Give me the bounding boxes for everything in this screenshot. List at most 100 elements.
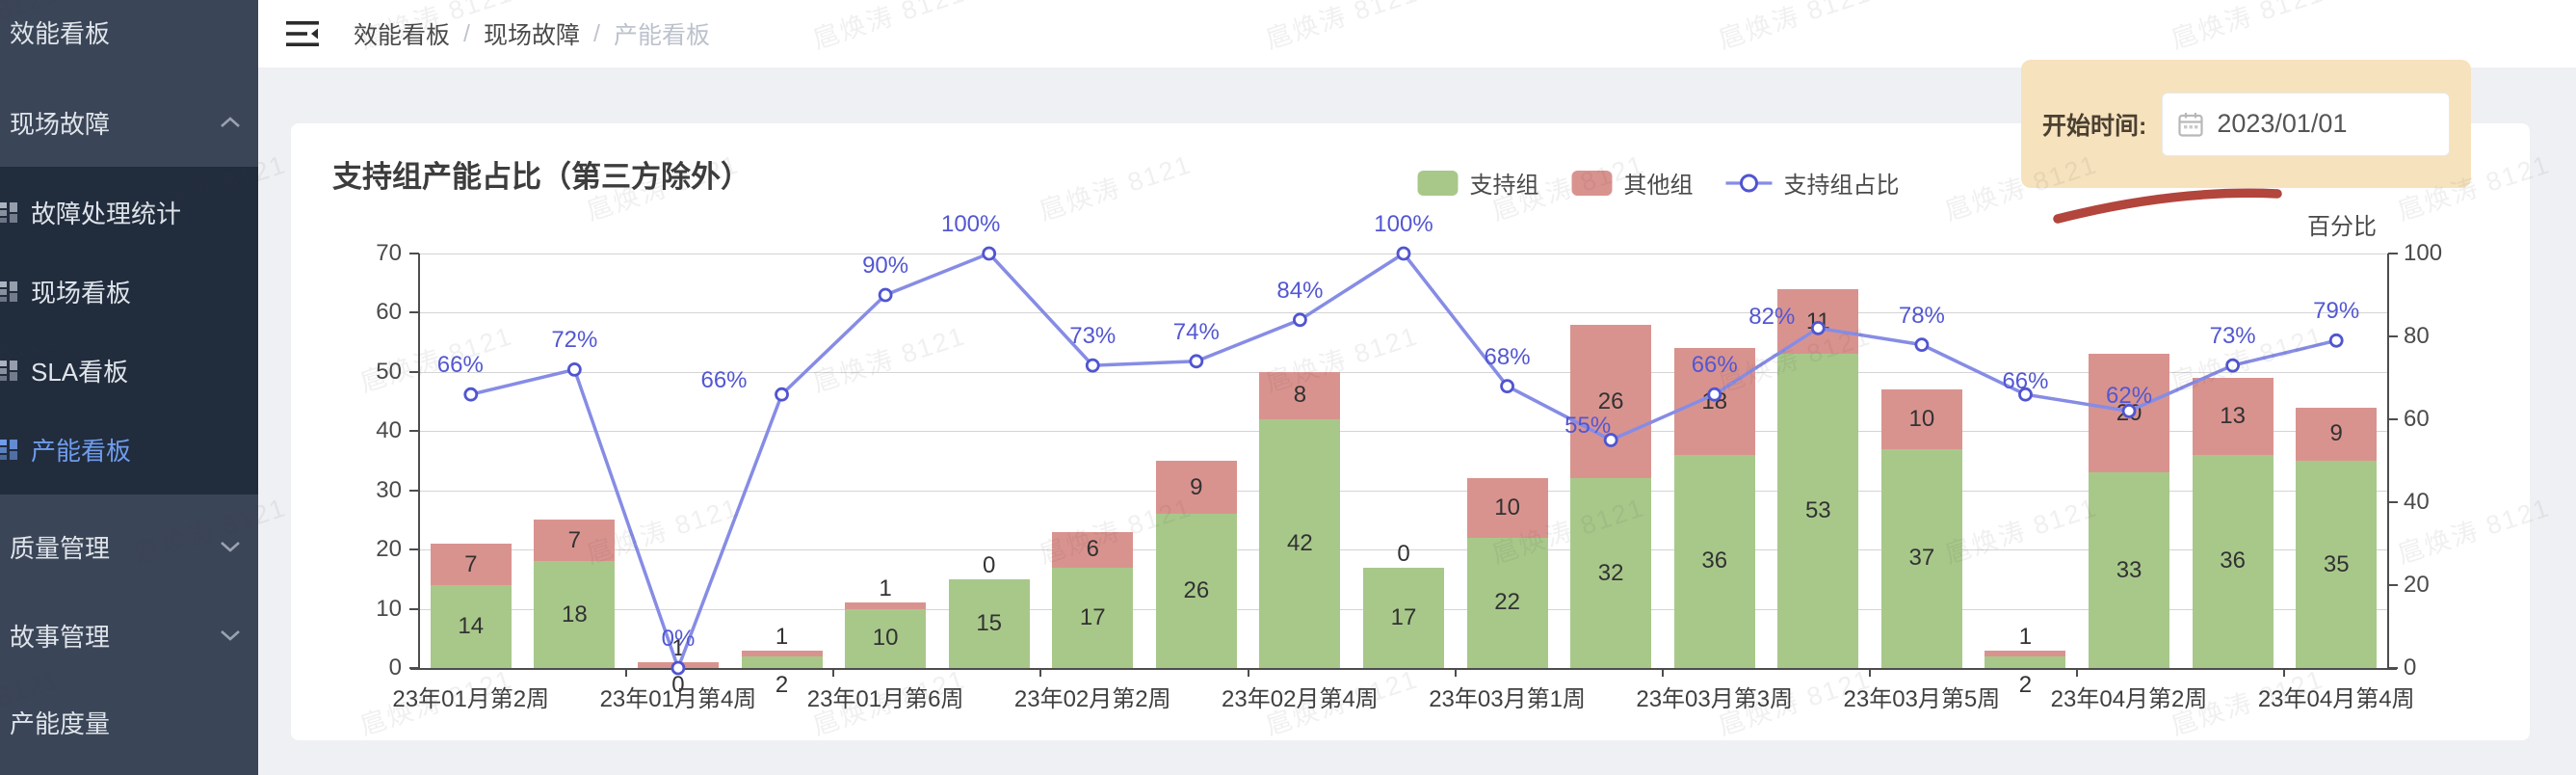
y-right-tick [2388, 667, 2398, 669]
sidebar-item-channeng-duliang[interactable]: 产能度量 [0, 690, 258, 754]
line-marker [878, 287, 893, 303]
start-date-picker[interactable] [2162, 92, 2450, 156]
bar-value-other: 1 [879, 575, 892, 602]
legend-label: 其他组 [1623, 173, 1694, 199]
line-percent-label: 62% [2106, 383, 2153, 410]
line-percent-label: 100% [1374, 211, 1433, 237]
bar-value-support: 32 [1597, 559, 1624, 586]
bar-value-support: 37 [1908, 545, 1935, 572]
sidebar-item-label: 产能度量 [10, 708, 111, 738]
chart-title: 支持组产能占比（第三方除外） [332, 160, 750, 194]
line-percent-label: 79% [2313, 298, 2360, 325]
breadcrumb-item-1[interactable]: 现场故障 [483, 22, 580, 49]
bar-segment-other [741, 650, 823, 656]
bar-value-support: 36 [2220, 548, 2246, 575]
sidebar: 效能看板 现场故障 故障处理统计 现场看板 SLA看板 产能看板 质量管理 故事管理 … [0, 0, 258, 775]
bar-segment-support [741, 655, 823, 668]
bar-value-other: 9 [1190, 473, 1203, 500]
sidebar-subitem-0[interactable]: 故障处理统计 [0, 173, 258, 252]
sidebar-group-zhiliang-guanli[interactable]: 质量管理 [0, 515, 258, 578]
y-left-tick-label: 70 [376, 240, 402, 266]
x-axis-tick [1869, 668, 1872, 677]
bar-value-other: 1 [2018, 623, 2033, 650]
y-right-tick-label: 20 [2404, 572, 2430, 598]
sidebar-subitem-label: 故障处理统计 [31, 199, 182, 228]
y-right-tick [2388, 253, 2398, 254]
sidebar-subitem-1[interactable]: 现场看板 [0, 252, 258, 331]
bar-value-support: 14 [458, 613, 485, 639]
bar-segment-support [1985, 655, 2066, 668]
y-right-tick [2388, 501, 2398, 503]
x-axis-tick [625, 668, 628, 677]
breadcrumb-item-2: 产能看板 [613, 22, 710, 49]
bar-value-support: 17 [1390, 603, 1417, 630]
chevron-down-icon [221, 630, 240, 641]
y-left-tick [409, 253, 419, 254]
sidebar-subitem-label: 产能看板 [31, 436, 132, 466]
sidebar-subitem-label: SLA看板 [31, 357, 129, 387]
sidebar-item-xiaoneng-kanban[interactable]: 效能看板 [0, 0, 258, 64]
sidebar-group-xianchang-guzhang[interactable]: 现场故障 [0, 91, 258, 154]
sidebar-group-label: 故事管理 [10, 622, 111, 652]
sidebar-submenu: 故障处理统计现场看板 SLA看板产能看板 [0, 167, 258, 494]
x-axis-tick [1247, 668, 1249, 677]
y-right-tick-label: 80 [2404, 323, 2430, 349]
start-date-input[interactable] [2217, 109, 2433, 139]
kanban-chart-icon [0, 202, 17, 223]
y-right-tick [2388, 335, 2398, 337]
bar-value-support: 10 [872, 625, 899, 652]
line-percent-label: 66% [700, 367, 748, 394]
bar-value-support: 17 [1079, 603, 1106, 630]
line-marker [463, 387, 479, 402]
x-axis-label: 23年01月第6周 [806, 686, 964, 712]
legend-item-0[interactable]: 支持组 [1417, 166, 1539, 200]
sidebar-group-gushi-guanli[interactable]: 故事管理 [0, 603, 258, 667]
bar-segment-other [845, 602, 927, 609]
y-left-tick-label: 30 [376, 476, 402, 503]
line-percent-label: 78% [1898, 302, 1945, 329]
sidebar-subitem-2[interactable]: SLA看板 [0, 331, 258, 410]
line-percent-label: 66% [1691, 352, 1738, 379]
bar-value-support: 35 [2323, 550, 2350, 577]
bar-value-other: 10 [1908, 406, 1935, 432]
legend-label: 支持组 [1469, 173, 1539, 199]
legend-item-2[interactable]: 支持组占比 [1725, 166, 1900, 200]
y-right-tick-label: 60 [2404, 406, 2430, 432]
bar-value-support: 42 [1287, 530, 1313, 556]
y-left-tick [409, 667, 419, 669]
x-axis-label: 23年02月第4周 [1222, 686, 1379, 712]
line-marker [775, 387, 789, 402]
bar-segment-other [1985, 650, 2066, 656]
y-right-tick-label: 40 [2404, 489, 2430, 515]
y-left-tick [409, 548, 419, 551]
y-left-tick-label: 60 [376, 299, 402, 326]
x-axis-label: 23年04月第2周 [2050, 686, 2208, 712]
y-left-tick-label: 0 [388, 655, 402, 681]
breadcrumb-separator: / [463, 19, 470, 47]
sidebar-group-label: 质量管理 [10, 533, 111, 563]
line-marker [2328, 333, 2344, 348]
breadcrumb-separator: / [592, 19, 600, 47]
line-percent-label: 84% [1276, 277, 1324, 304]
bar-value-support: 22 [1494, 589, 1520, 616]
chevron-down-icon [221, 542, 240, 552]
y-right-tick-label: 100 [2404, 240, 2443, 266]
chart-card: 支持组产能占比（第三方除外） 支持组 其他组 支持组占比 0 10 20 30 40 50 60… [291, 123, 2530, 740]
legend-line-marker [1725, 174, 1773, 192]
date-filter-panel: 开始时间: [2021, 60, 2471, 188]
bar-value-support: 15 [976, 609, 1003, 636]
bar-value-other: 6 [1086, 536, 1099, 563]
bar-value-support: 36 [1701, 548, 1728, 575]
line-percent-label: 90% [862, 253, 909, 279]
breadcrumb-item-0[interactable]: 效能看板 [354, 22, 451, 49]
menu-fold-icon[interactable] [286, 19, 319, 48]
legend-item-1[interactable]: 其他组 [1571, 166, 1694, 200]
sidebar-subitem-3[interactable]: 产能看板 [0, 410, 258, 489]
line-percent-label: 82% [1748, 304, 1796, 331]
chart-legend: 支持组 其他组 支持组占比 [1417, 166, 1900, 200]
y-left-tick-label: 10 [376, 595, 402, 622]
bar-value-other: 7 [464, 550, 478, 577]
line-marker [1189, 354, 1204, 369]
main-content: 效能看板 / 现场故障 / 产能看板 开始时间: 支持组产能占比（第三方除外） 支持组 其… [258, 0, 2576, 775]
x-axis-label: 23年03月第1周 [1429, 686, 1586, 712]
